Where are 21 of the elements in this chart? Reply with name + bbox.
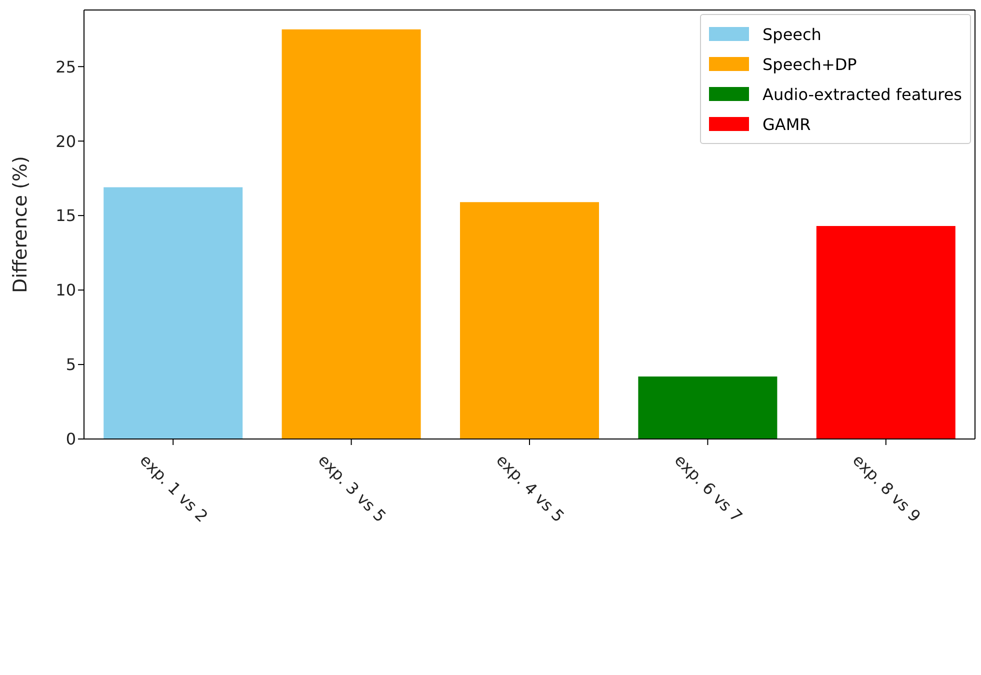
bar (282, 29, 421, 439)
legend-label: Speech+DP (762, 54, 857, 74)
bar (104, 187, 243, 439)
y-tick-label: 25 (56, 57, 76, 76)
y-tick-label: 15 (56, 206, 76, 226)
legend-label: GAMR (762, 114, 811, 134)
y-tick-label: 10 (56, 280, 76, 300)
bar (816, 226, 956, 439)
y-tick-label: 20 (56, 132, 76, 151)
x-tick-label: exp. 4 vs 5 (492, 450, 568, 526)
legend-label: Speech (762, 24, 822, 44)
x-tick-label: exp. 1 vs 2 (136, 450, 212, 526)
y-tick-label: 5 (66, 355, 76, 374)
x-tick-label: exp. 8 vs 9 (848, 450, 924, 526)
x-tick-label: exp. 6 vs 7 (670, 450, 746, 526)
bar (460, 202, 599, 439)
x-tick-label: exp. 3 vs 5 (314, 450, 390, 526)
legend-label: Audio-extracted features (762, 84, 962, 104)
bar (638, 376, 778, 439)
y-axis-title: Difference (%) (10, 156, 32, 293)
y-tick-label: 0 (66, 430, 76, 449)
